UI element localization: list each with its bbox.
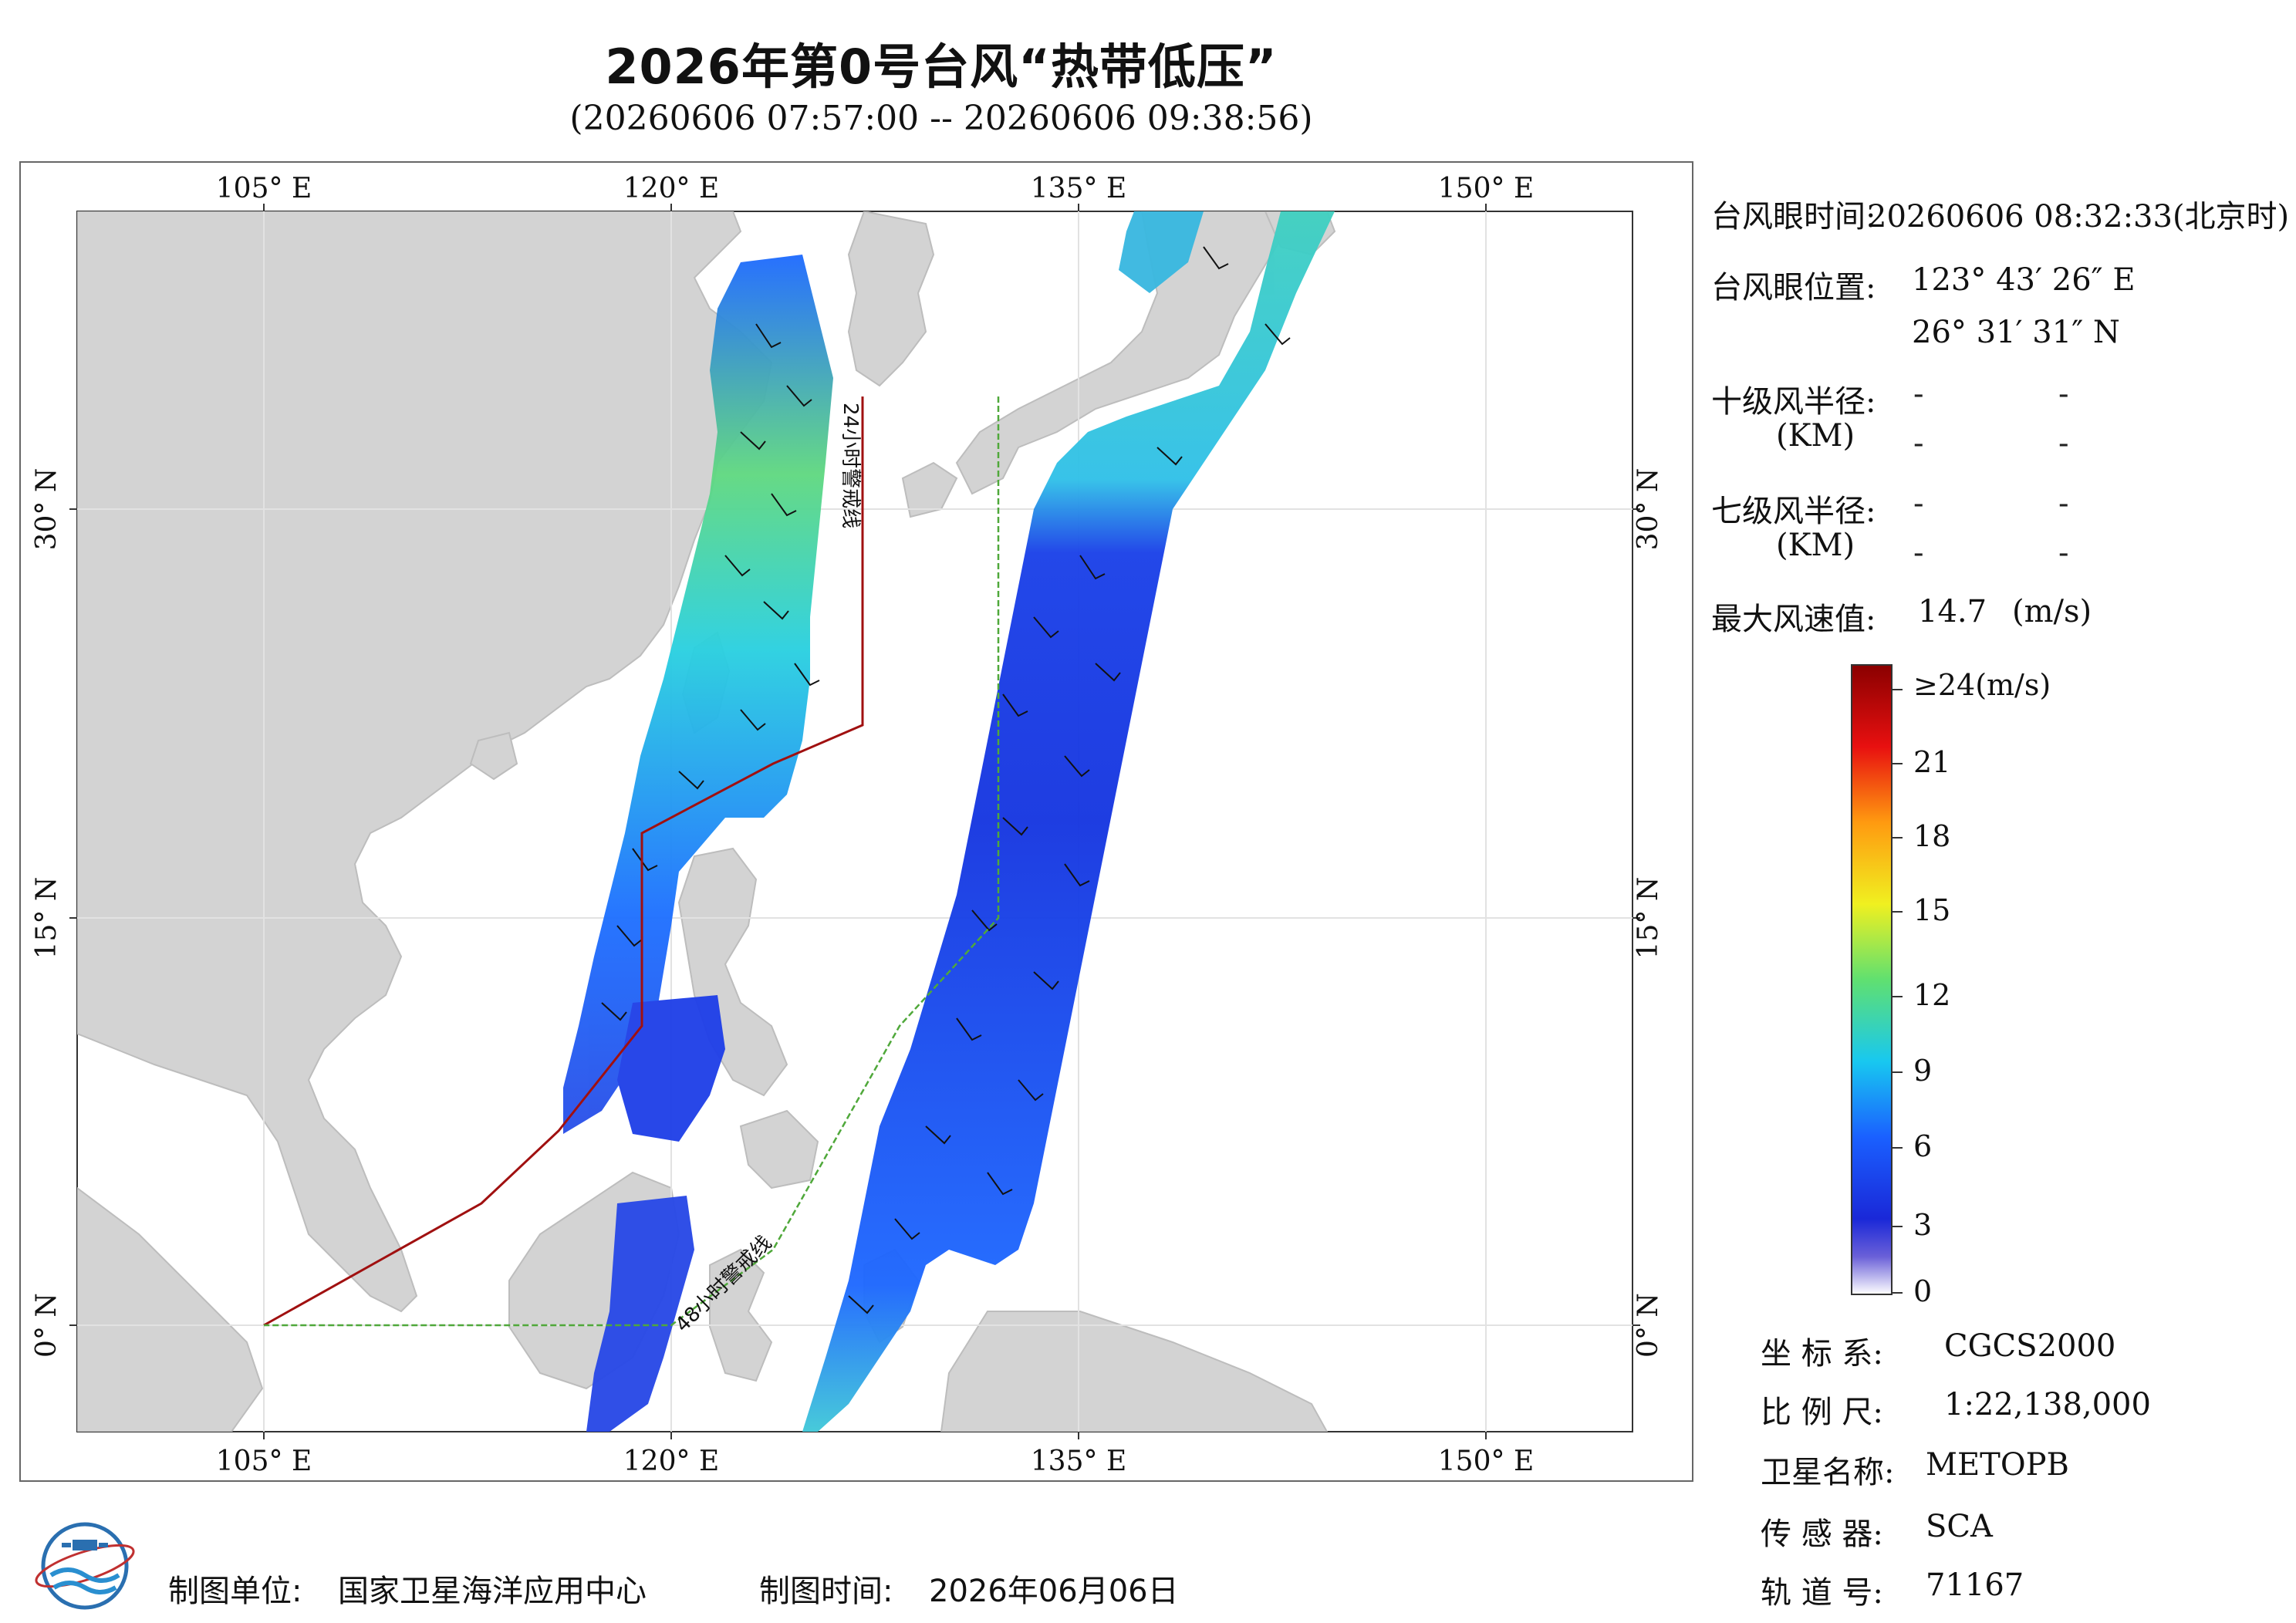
date-value: 2026年06月06日 (929, 1574, 1179, 1609)
r7-value-2: - (2058, 486, 2069, 521)
lat-tick-right-30: 30° N (1633, 468, 1664, 551)
max-wind-value: 14.7 (1918, 594, 1987, 629)
r10-value-3: - (1913, 426, 1924, 461)
maker-value: 国家卫星海洋应用中心 (338, 1574, 647, 1609)
max-wind-label: 最大风速值: (1711, 602, 1876, 637)
wind-swath-east (802, 211, 1335, 1432)
r7-value-1: - (1913, 486, 1924, 521)
wind-barbs (601, 246, 1291, 1314)
satellite-value: METOPB (1926, 1447, 2069, 1483)
legend-ticks (1892, 689, 1903, 1294)
eye-lon-value: 123° 43′ 26″ E (1912, 262, 2136, 298)
lon-tick-top-135: 135° E (1031, 173, 1126, 204)
legend-colorbar (1851, 664, 1893, 1295)
lon-tick-bottom-105: 105° E (216, 1446, 312, 1477)
r7-value-4: - (2058, 535, 2069, 571)
lon-tick-bottom-120: 120° E (623, 1446, 719, 1477)
eye-lat-value: 26° 31′ 31″ N (1912, 315, 2120, 350)
sensor-label: 传 感 器: (1761, 1517, 1883, 1552)
date-label: 制图时间: (759, 1574, 893, 1609)
legend-label-24: ≥24(m/s) (1913, 668, 2051, 702)
lat-tick-left-15: 15° N (31, 877, 62, 960)
legend-label-9: 9 (1913, 1054, 1933, 1088)
max-wind-unit: (m/s) (2012, 594, 2092, 629)
lat-tick-right-15: 15° N (1633, 877, 1664, 960)
warning-line-24h (263, 396, 864, 1327)
lat-tick-right-0: 0° N (1633, 1293, 1664, 1358)
r7-km-label: (KM) (1776, 528, 1855, 563)
legend-label-21: 21 (1913, 745, 1951, 779)
wind-swath-west (563, 255, 833, 1432)
legend-label-12: 12 (1913, 978, 1951, 1012)
legend-label-3: 3 (1913, 1208, 1933, 1242)
maker-label: 制图单位: (168, 1574, 302, 1609)
nsoas-logo-icon (35, 1522, 135, 1610)
chart-subtitle: (20260606 07:57:00 -- 20260606 09:38:56) (569, 99, 1313, 138)
lon-tick-top-105: 105° E (216, 173, 312, 204)
lon-tick-bottom-135: 135° E (1031, 1446, 1126, 1477)
lat-tick-left-0: 0° N (31, 1293, 62, 1358)
legend-label-18: 18 (1913, 819, 1951, 853)
crs-value: CGCS2000 (1944, 1328, 2116, 1364)
tick-marks (69, 204, 1640, 1439)
eye-pos-label: 台风眼位置: (1711, 270, 1876, 305)
chart-title: 2026年第0号台风“热带低压” (605, 39, 1278, 95)
r7-label: 七级风半径: (1711, 494, 1876, 529)
scale-label: 比 例 尺: (1761, 1395, 1883, 1430)
r10-value-1: - (1913, 376, 1924, 412)
r10-value-4: - (2058, 426, 2069, 461)
lon-tick-top-120: 120° E (623, 173, 719, 204)
lat-tick-left-30: 30° N (31, 468, 62, 551)
scale-value: 1:22,138,000 (1944, 1387, 2151, 1422)
warning-line-48h (264, 396, 1000, 1327)
orbit-value: 71167 (1926, 1567, 2024, 1603)
r10-label: 十级风半径: (1711, 384, 1876, 420)
eye-time-value: 20260606 08:32:33(北京时) (1867, 199, 2290, 235)
legend-label-0: 0 (1913, 1274, 1933, 1308)
r7-value-3: - (1913, 535, 1924, 571)
warning-label-24h: 24小时警戒线 (839, 403, 862, 528)
satellite-label: 卫星名称: (1761, 1455, 1895, 1490)
legend-label-6: 6 (1913, 1129, 1933, 1163)
lon-tick-bottom-150: 150° E (1438, 1446, 1534, 1477)
lon-tick-top-150: 150° E (1438, 173, 1534, 204)
orbit-label: 轨 道 号: (1761, 1575, 1883, 1611)
legend-label-15: 15 (1913, 893, 1951, 927)
sensor-value: SCA (1926, 1509, 1993, 1544)
r10-value-2: - (2058, 376, 2069, 412)
r10-km-label: (KM) (1776, 418, 1855, 454)
eye-time-label: 台风眼时间: (1711, 199, 1876, 235)
crs-label: 坐 标 系: (1761, 1336, 1883, 1372)
